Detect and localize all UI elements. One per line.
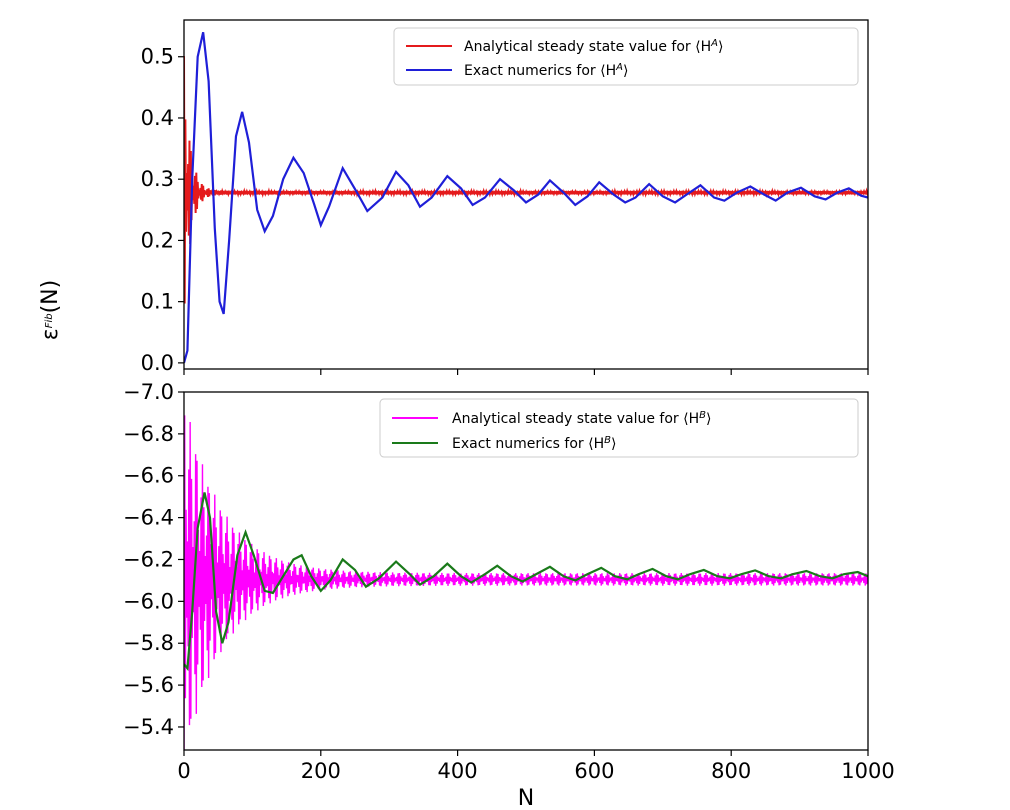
y-axis-title: εFib(N) xyxy=(38,280,63,340)
top-y-tick-label: 0.1 xyxy=(141,290,174,314)
top-y-tick-label: 0.5 xyxy=(141,45,174,69)
top-plot-area xyxy=(184,32,868,364)
bottom-x-axis: 0 200 400 600 800 1000 xyxy=(177,750,895,783)
bottom-y-tick-label: −6.2 xyxy=(123,547,174,571)
bottom-y-tick-label: −6.8 xyxy=(123,422,174,446)
bottom-y-tick-label: −7.0 xyxy=(123,380,174,404)
top-analytical-series-line xyxy=(184,56,868,304)
bottom-analytical-series-line xyxy=(184,415,868,750)
bottom-legend: Analytical steady state value for ⟨HB⟩ E… xyxy=(379,398,859,458)
top-y-axis: 0.0 0.1 0.2 0.3 0.4 0.5 xyxy=(141,45,184,375)
top-legend: Analytical steady state value for ⟨HA⟩ E… xyxy=(393,27,859,86)
top-panel: 0.0 0.1 0.2 0.3 0.4 0.5 Analytical steady sta… xyxy=(141,19,869,375)
bottom-x-tick-label: 800 xyxy=(711,759,751,783)
bottom-y-tick-label: −5.4 xyxy=(123,715,174,739)
bottom-panel: −7.0 −6.8 −6.6 −6.4 −6.2 −6.0 −5.8 −5.6 −5.4 0 20… xyxy=(123,380,895,810)
top-numerics-series-line xyxy=(184,32,868,364)
bottom-plot-area xyxy=(184,415,868,750)
bottom-y-tick-label: −6.4 xyxy=(123,506,174,530)
top-y-tick-label: 0.4 xyxy=(141,106,174,130)
bottom-legend-box xyxy=(379,398,859,458)
bottom-x-tick-label: 400 xyxy=(438,759,478,783)
x-axis-title: N xyxy=(518,786,534,810)
bottom-x-tick-label: 600 xyxy=(574,759,614,783)
top-y-tick-label: 0.2 xyxy=(141,228,174,252)
top-legend-label-analytical: Analytical steady state value for ⟨HA⟩ xyxy=(464,38,723,56)
bottom-y-tick-label: −5.6 xyxy=(123,673,174,697)
top-y-tick-label: 0.0 xyxy=(141,351,174,375)
bottom-x-tick-label: 200 xyxy=(301,759,341,783)
top-legend-box xyxy=(393,27,859,86)
top-legend-label-numerics: Exact numerics for ⟨HA⟩ xyxy=(464,62,628,80)
bottom-y-tick-label: −5.8 xyxy=(123,631,174,655)
top-x-axis xyxy=(183,369,869,375)
bottom-y-axis: −7.0 −6.8 −6.6 −6.4 −6.2 −6.0 −5.8 −5.6 −5.4 xyxy=(123,380,184,739)
bottom-legend-label-numerics: Exact numerics for ⟨HB⟩ xyxy=(452,435,616,453)
bottom-axes-frame xyxy=(183,391,869,751)
bottom-y-tick-label: −6.6 xyxy=(123,464,174,488)
top-axes-frame xyxy=(183,19,869,370)
top-y-tick-label: 0.3 xyxy=(141,167,174,191)
bottom-numerics-series-line xyxy=(184,492,868,672)
bottom-legend-label-analytical: Analytical steady state value for ⟨HB⟩ xyxy=(452,410,711,428)
bottom-x-tick-label: 1000 xyxy=(841,759,894,783)
bottom-y-tick-label: −6.0 xyxy=(123,589,174,613)
bottom-x-tick-label: 0 xyxy=(177,759,190,783)
